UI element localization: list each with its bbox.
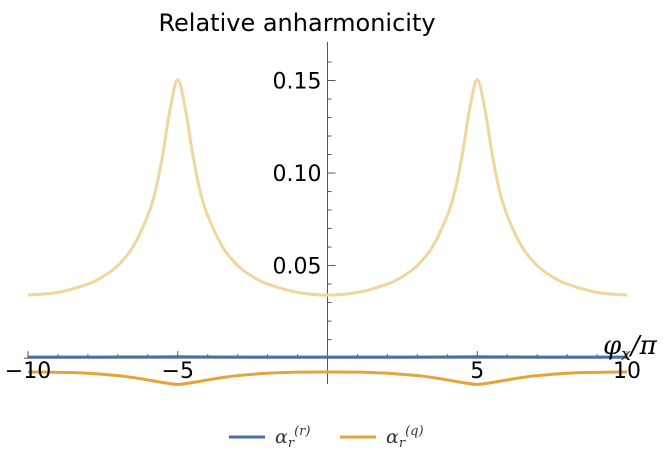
axes-group — [24, 42, 629, 384]
legend: αr(r) αr(q) — [229, 424, 424, 451]
legend-item: αr(r) — [229, 424, 310, 451]
y-tick-label: 0.15 — [273, 70, 322, 95]
x-tick-label: 5 — [470, 359, 484, 384]
y-tick-label: 0.10 — [273, 162, 322, 187]
legend-item: αr(q) — [340, 424, 424, 451]
x-tick-label: −10 — [5, 359, 51, 384]
x-axis-label-subscript: x — [621, 345, 631, 365]
series-light-line — [27, 78, 628, 297]
x-axis-label: φx/π — [603, 331, 658, 365]
ticks-layer: −10 −5 5 10 0.05 0.10 0.15 — [5, 70, 641, 384]
legend-label: αr(q) — [386, 424, 424, 451]
x-axis-label-rest: /π — [628, 331, 658, 361]
series-layer — [27, 78, 628, 386]
legend-label: αr(r) — [275, 424, 310, 451]
x-tick-label: −5 — [162, 359, 194, 384]
series-alpha-q-line — [27, 370, 628, 386]
chart-title: Relative anharmonicity — [158, 9, 435, 37]
y-tick-label: 0.05 — [273, 255, 322, 280]
x-tick-label: 10 — [613, 359, 641, 384]
